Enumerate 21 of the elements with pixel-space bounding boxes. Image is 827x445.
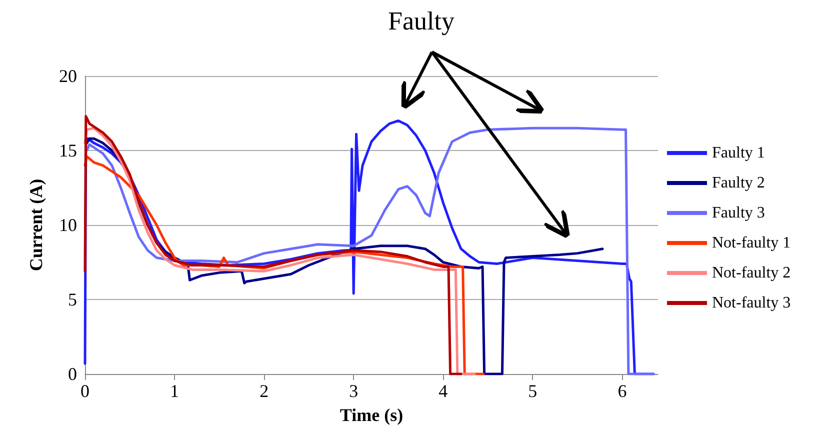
x-tick-label: 3 [349,381,358,401]
y-axis-title: Current (A) [26,178,46,272]
legend-label: Not-faulty 2 [712,264,791,282]
x-axis-title: Time (s) [340,405,404,425]
x-tick-label: 0 [80,381,90,401]
x-tick-label: 2 [260,381,269,401]
x-tick-label: 5 [528,381,538,401]
x-tick-label: 6 [618,381,627,401]
y-tick-label: 0 [68,364,77,384]
x-tick-label: 4 [438,381,448,401]
y-tick-label: 5 [68,290,77,310]
text: Faulty [388,6,454,36]
legend-label: Faulty 1 [712,144,765,162]
legend-label: Not-faulty 3 [712,294,791,312]
y-tick-label: 10 [59,215,77,235]
y-tick-label: 20 [59,66,77,86]
legend-label: Faulty 3 [712,204,765,222]
legend-label: Faulty 2 [712,174,765,192]
legend-label: Not-faulty 1 [712,234,791,252]
x-tick-label: 1 [170,381,180,401]
y-tick-label: 15 [59,140,77,160]
